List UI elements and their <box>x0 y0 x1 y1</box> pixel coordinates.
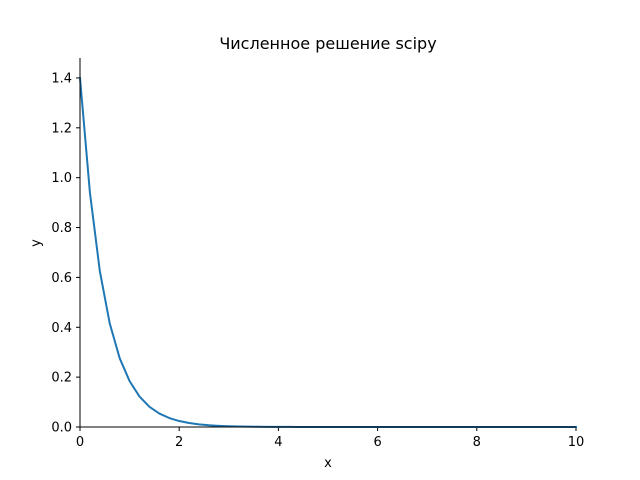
x-tick-label: 8 <box>473 435 481 450</box>
x-tick-label: 0 <box>76 435 84 450</box>
y-tick-label: 0.6 <box>51 271 72 286</box>
y-tick-label: 0.4 <box>51 321 72 336</box>
y-tick-label: 0.8 <box>51 221 72 236</box>
x-tick-label: 4 <box>274 435 282 450</box>
y-tick-label: 0.2 <box>51 371 72 386</box>
y-tick-label: 0.0 <box>51 421 72 436</box>
x-axis-label: x <box>324 456 332 471</box>
y-axis-ticks: 0.0 0.2 0.4 0.6 0.8 1.0 1.2 1.4 <box>51 71 80 436</box>
y-tick-label: 1.4 <box>51 71 72 86</box>
y-tick-label: 1.0 <box>51 171 72 186</box>
x-tick-label: 2 <box>175 435 183 450</box>
x-axis-ticks: 0 2 4 6 8 10 <box>76 427 584 450</box>
x-tick-label: 6 <box>373 435 381 450</box>
chart-title: Численное решение scipy <box>219 34 436 53</box>
y-axis-label: y <box>29 239 44 247</box>
y-tick-label: 1.2 <box>51 121 72 136</box>
x-tick-label: 10 <box>568 435 585 450</box>
series-line <box>78 76 577 428</box>
